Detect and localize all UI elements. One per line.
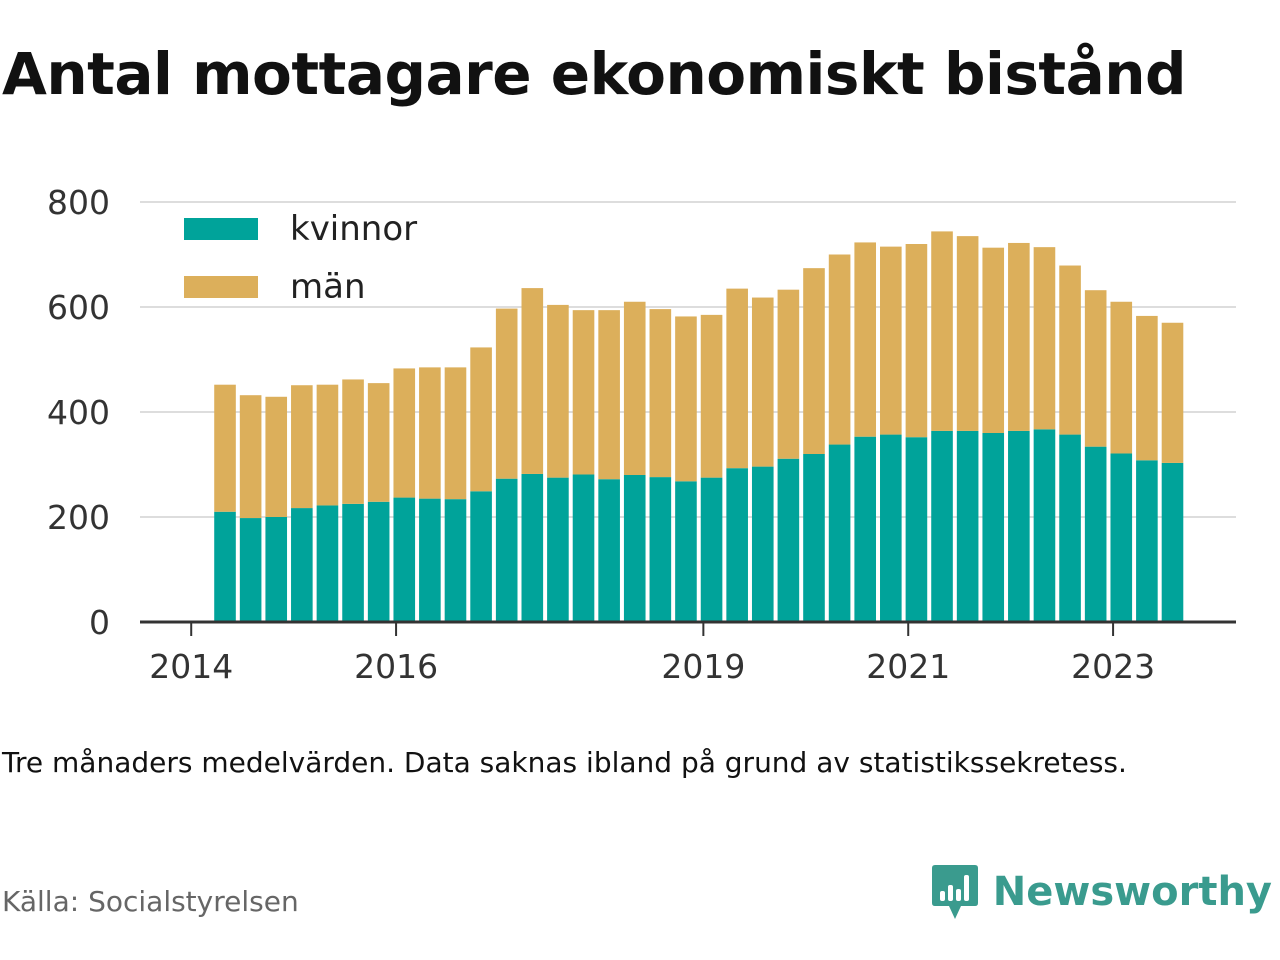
x-tick-label: 2016 <box>354 647 438 686</box>
bar-kvinnor <box>572 474 595 622</box>
bar-man <box>572 310 595 475</box>
bar-man <box>649 309 672 478</box>
bar-man <box>214 384 236 512</box>
bar-man <box>1084 290 1107 447</box>
bar-kvinnor <box>956 430 979 622</box>
bar-kvinnor <box>419 498 441 622</box>
brand-name: Newsworthy <box>992 869 1272 915</box>
bar-kvinnor <box>982 433 1005 622</box>
bar-kvinnor <box>495 478 518 622</box>
bar-kvinnor <box>239 518 262 622</box>
bar-man <box>291 385 313 509</box>
bar-kvinnor <box>547 477 569 622</box>
bar-man <box>547 304 569 478</box>
bar-man <box>956 236 979 431</box>
x-tick-label: 2023 <box>1071 647 1155 686</box>
chart-title: Antal mottagare ekonomiskt bistånd <box>2 40 1187 108</box>
bar-man <box>1136 315 1158 461</box>
bar-man <box>265 396 288 517</box>
bar-kvinnor <box>1136 460 1158 622</box>
y-tick-label: 400 <box>47 393 110 432</box>
bar-man <box>777 289 800 459</box>
bar-kvinnor <box>726 468 748 622</box>
bar-man <box>726 288 748 469</box>
bar-man <box>1008 242 1030 431</box>
bar-kvinnor <box>521 473 544 622</box>
bar-man <box>828 254 851 445</box>
x-tick-label: 2014 <box>149 647 233 686</box>
bar-kvinnor <box>393 497 416 622</box>
bar-man <box>931 231 953 431</box>
bar-kvinnor <box>880 434 902 622</box>
bar-kvinnor <box>1084 446 1107 622</box>
bar-man <box>1059 265 1081 435</box>
bar-kvinnor <box>649 477 672 622</box>
bar-man <box>598 310 620 480</box>
y-tick-label: 600 <box>47 288 110 327</box>
bar-kvinnor <box>265 517 288 622</box>
bar-man <box>393 368 416 498</box>
legend-swatch-man <box>184 276 258 298</box>
bar-kvinnor <box>931 430 953 622</box>
bar-kvinnor <box>316 505 339 622</box>
bar-kvinnor <box>623 475 646 622</box>
bar-kvinnor <box>444 499 467 622</box>
bar-kvinnor <box>1161 462 1184 622</box>
bar-man <box>367 383 390 502</box>
bar-man <box>342 379 364 504</box>
bar-man <box>1033 247 1056 430</box>
bar-kvinnor <box>291 508 313 622</box>
bar-man <box>854 242 877 437</box>
bar-kvinnor <box>1033 429 1056 622</box>
bar-kvinnor <box>598 479 620 622</box>
x-tick-label: 2021 <box>866 647 950 686</box>
bar-man <box>495 308 518 479</box>
bar-kvinnor <box>854 436 877 622</box>
bar-kvinnor <box>214 511 236 622</box>
legend-label-man: män <box>290 267 366 307</box>
stacked-bar-chart: 0 200 400 600 800 2014 2016 2019 2021 2023 kvinnor… <box>47 183 1236 686</box>
y-tick-label: 800 <box>47 183 110 222</box>
bar-man <box>1161 322 1184 463</box>
brand-logo: Newsworthy <box>931 862 1272 922</box>
bar-kvinnor <box>675 481 697 622</box>
legend-label-kvinnor: kvinnor <box>290 209 417 249</box>
bar-kvinnor <box>1110 453 1133 622</box>
x-tick-label: 2019 <box>661 647 745 686</box>
bar-man <box>700 314 723 478</box>
y-tick-label: 0 <box>89 603 110 642</box>
bar-kvinnor <box>1008 430 1030 622</box>
bar-kvinnor <box>905 437 928 622</box>
bar-man <box>905 244 928 438</box>
bar-man <box>444 367 467 500</box>
chart-note: Tre månaders medelvärden. Data saknas ib… <box>2 746 1127 779</box>
bar-man <box>803 268 825 454</box>
bar-man <box>623 301 646 475</box>
bar-man <box>751 297 774 467</box>
bar-man <box>1110 301 1133 454</box>
bar-kvinnor <box>828 444 851 622</box>
bar-man <box>316 384 339 506</box>
bar-kvinnor <box>700 477 723 622</box>
bar-man <box>880 246 902 435</box>
y-tick-label: 200 <box>47 498 110 537</box>
bar-man <box>982 247 1005 433</box>
bar-man <box>419 367 441 499</box>
bar-kvinnor <box>1059 434 1081 622</box>
bar-man <box>470 347 492 492</box>
legend-swatch-kvinnor <box>184 218 258 240</box>
bar-kvinnor <box>367 501 390 622</box>
bar-kvinnor <box>470 491 492 622</box>
source-label: Källa: Socialstyrelsen <box>2 885 299 918</box>
bar-kvinnor <box>803 454 825 622</box>
bar-man <box>239 395 262 519</box>
bar-kvinnor <box>751 466 774 622</box>
bar-man <box>675 316 697 482</box>
bar-man <box>521 288 544 474</box>
bar-kvinnor <box>777 458 800 622</box>
newsworthy-logo-icon <box>931 865 978 919</box>
bar-kvinnor <box>342 503 364 622</box>
